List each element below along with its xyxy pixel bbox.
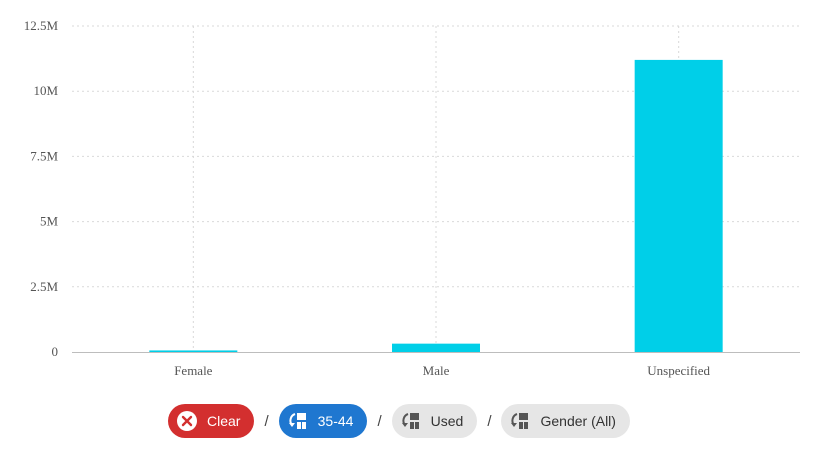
x-axis-labels: Female Male Unspecified [174,363,710,378]
y-tick-label: 7.5M [30,148,58,163]
breadcrumb-separator: / [377,412,382,430]
drilldown-icon [399,409,423,433]
drilldown-icon [286,409,310,433]
y-tick-label: 10M [33,83,58,98]
bar-female[interactable] [149,350,238,352]
filter-chip-gender[interactable]: Gender (All) [501,404,630,438]
filter-chip-age[interactable]: 35-44 [278,404,368,438]
y-tick-label: 0 [52,344,59,359]
chart-bars [149,59,723,353]
x-tick-label: Female [174,363,212,378]
y-tick-label: 12.5M [24,18,59,33]
bar-chart: 0 2.5M 5M 7.5M 10M 12.5M Female Male Unspecifie… [24,18,800,378]
filter-chip-label: Used [430,413,464,429]
y-tick-label: 5M [40,214,59,229]
filter-breadcrumbs: Clear / 35-44 / Used / [168,403,630,439]
x-tick-label: Unspecified [647,363,710,378]
clear-label: Clear [207,413,241,429]
y-axis-ticks: 0 2.5M 5M 7.5M 10M 12.5M [24,18,59,359]
drilldown-icon [508,409,532,433]
breadcrumb-separator: / [487,412,492,430]
filter-chip-label: Gender (All) [540,413,616,429]
filter-chip-label: 35-44 [317,413,354,429]
x-tick-label: Male [423,363,450,378]
breadcrumb-separator: / [264,412,269,430]
clear-filters-button[interactable]: Clear [168,404,255,438]
close-circle-icon [175,409,199,433]
bar-unspecified[interactable] [634,59,723,353]
y-tick-label: 2.5M [30,279,58,294]
filter-chip-used[interactable]: Used [391,404,478,438]
bar-male[interactable] [392,343,480,352]
